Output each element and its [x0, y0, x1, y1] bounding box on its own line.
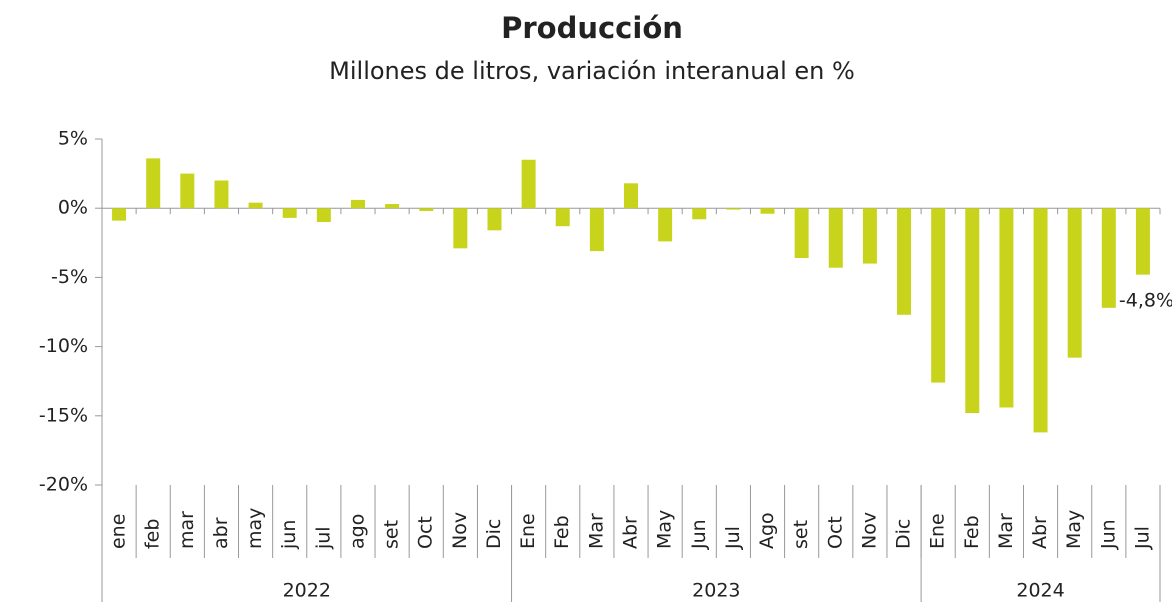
x-tick-label: Jun: [688, 519, 710, 550]
bar: [862, 208, 877, 264]
group-label: 2023: [692, 580, 740, 602]
x-tick-label: Oct: [415, 516, 437, 549]
x-tick-label: jul: [312, 526, 334, 550]
bar: [589, 208, 604, 252]
bar: [146, 158, 161, 209]
bar: [624, 183, 638, 209]
x-tick-label: Oct: [824, 516, 846, 549]
x-tick-label: mar: [176, 511, 198, 549]
bar: [828, 208, 843, 268]
group-label: 2024: [1016, 580, 1064, 602]
x-tick-label: Jun: [1097, 519, 1119, 550]
x-tick-label: feb: [142, 519, 164, 549]
bar: [760, 208, 775, 214]
bar: [555, 208, 570, 227]
bar: [214, 180, 229, 209]
bar: [385, 204, 400, 209]
y-tick-label: -20%: [39, 474, 88, 496]
x-tick-label: ago: [346, 514, 368, 549]
x-tick-label: Nov: [449, 512, 471, 549]
bar: [282, 208, 297, 218]
y-tick-label: 0%: [58, 197, 88, 219]
bar: [316, 208, 331, 223]
x-tick-label: Ene: [517, 513, 539, 549]
x-tick-label: Ago: [756, 512, 778, 549]
x-tick-label: set: [790, 520, 812, 549]
bar: [1033, 208, 1048, 433]
x-tick-label: Ene: [927, 513, 949, 549]
x-tick-label: may: [244, 508, 266, 549]
x-tick-label: ene: [108, 514, 130, 549]
y-tick-label: 5%: [58, 128, 88, 150]
x-tick-label: Mar: [585, 513, 607, 549]
data-label: -4,8%: [1119, 290, 1172, 312]
bar: [794, 208, 809, 259]
bar: [931, 208, 946, 383]
x-tick-label: Dic: [483, 519, 505, 549]
bar: [1135, 208, 1150, 275]
chart-title: Producción: [501, 11, 683, 45]
chart-subtitle: Millones de litros, variación interanual…: [329, 57, 855, 85]
x-tick-label: Abr: [1029, 516, 1051, 549]
bar: [658, 208, 673, 242]
group-label: 2022: [283, 580, 331, 602]
bar: [112, 208, 127, 221]
x-tick-label: May: [654, 510, 676, 549]
x-tick-label: Jul: [722, 526, 744, 550]
y-tick-label: -5%: [51, 266, 88, 288]
bar: [180, 173, 195, 209]
bar: [965, 208, 980, 414]
x-tick-label: Abr: [620, 516, 642, 549]
bar: [453, 208, 468, 249]
bar: [999, 208, 1014, 408]
bar: [419, 208, 434, 211]
y-tick-label: -15%: [39, 404, 88, 426]
bar: [350, 199, 365, 209]
bar: [521, 159, 536, 209]
bar: [1067, 208, 1082, 358]
bar: [692, 208, 707, 220]
x-tick-label: Mar: [995, 513, 1017, 549]
x-tick-label: abr: [210, 517, 232, 549]
bar: [897, 208, 912, 315]
x-tick-label: set: [381, 520, 403, 549]
bar: [487, 208, 502, 231]
x-tick-label: Dic: [893, 519, 915, 549]
bar: [248, 202, 263, 209]
x-tick-label: Feb: [961, 515, 983, 549]
x-tick-label: Feb: [551, 515, 573, 549]
x-tick-label: Nov: [858, 512, 880, 549]
x-tick-label: Jul: [1131, 526, 1153, 550]
bar: [726, 208, 741, 210]
x-tick-label: jun: [278, 520, 300, 550]
x-tick-label: May: [1063, 510, 1085, 549]
y-tick-label: -10%: [39, 335, 88, 357]
bar: [1101, 208, 1116, 308]
